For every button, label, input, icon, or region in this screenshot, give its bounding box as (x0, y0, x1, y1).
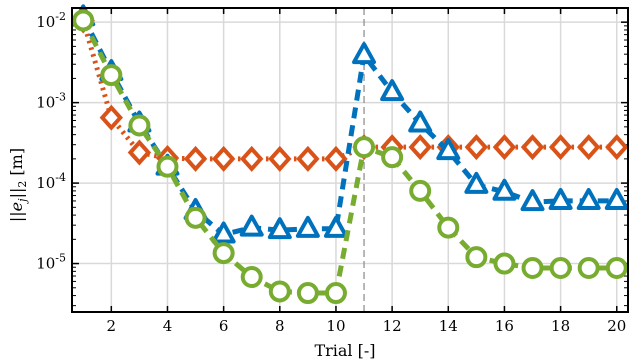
y-axis-label-norm-open: || (7, 211, 26, 222)
data-point-diamond (127, 139, 152, 166)
y-tick-mantissa: 10 (36, 174, 55, 192)
x-tick-label: 6 (219, 317, 229, 335)
x-tick-label: 4 (163, 317, 173, 335)
data-point-circle (465, 246, 488, 269)
data-point-circle (324, 282, 347, 305)
y-tick-mantissa: 10 (36, 13, 55, 31)
data-point-circle (577, 257, 600, 280)
data-point-circle (212, 242, 235, 265)
data-point-circle (521, 257, 544, 280)
y-axis-label-sub: 2 (16, 181, 29, 188)
data-point-diamond (576, 134, 601, 161)
data-point-diamond (99, 104, 124, 131)
data-point-diamond (296, 145, 320, 172)
data-point-diamond (240, 145, 264, 172)
data-point-circle (296, 282, 319, 305)
x-tick-label: 2 (107, 317, 117, 335)
x-axis-label: Trial [-] (314, 341, 375, 360)
series-layer (71, 4, 629, 305)
data-point-triangle (211, 221, 236, 244)
data-point-circle (493, 252, 516, 275)
y-tick-label: 10-3 (36, 91, 66, 112)
data-point-diamond (408, 134, 432, 161)
data-point-triangle (408, 110, 433, 133)
y-tick-label: 10-4 (36, 171, 66, 192)
data-point-circle (100, 64, 123, 87)
x-tick-label: 8 (275, 317, 285, 335)
data-point-triangle (492, 178, 517, 201)
data-point-circle (549, 257, 572, 280)
y-tick-exponent: -5 (55, 252, 66, 265)
data-point-circle (437, 216, 460, 239)
y-axis-label-j: j (16, 198, 29, 205)
data-point-circle (353, 136, 376, 159)
data-point-triangle (239, 214, 264, 237)
data-point-triangle (323, 215, 348, 238)
data-point-diamond (548, 134, 573, 161)
y-axis-label: ||ej||2 [m] (7, 148, 29, 222)
data-point-diamond (492, 134, 517, 161)
y-tick-mantissa: 10 (36, 255, 55, 273)
data-point-circle (240, 266, 263, 289)
data-point-triangle (352, 42, 377, 65)
y-tick-label: 10-5 (36, 252, 66, 273)
y-axis-label-unit: [m] (7, 148, 26, 181)
data-point-circle (409, 179, 432, 202)
x-tick-label: 12 (383, 317, 402, 335)
data-point-triangle (520, 189, 545, 212)
y-tick-mantissa: 10 (36, 94, 55, 112)
x-tick-label: 20 (607, 317, 626, 335)
data-point-diamond (268, 145, 292, 172)
data-point-circle (128, 114, 151, 137)
y-axis-label-norm-close: || (7, 188, 26, 199)
x-tick-label: 18 (551, 317, 570, 335)
data-point-diamond (464, 134, 489, 161)
y-tick-label: 10-2 (36, 10, 66, 31)
y-tick-exponent: -3 (55, 91, 66, 104)
x-tick-label: 14 (439, 317, 458, 335)
data-point-triangle (267, 217, 292, 240)
plot-frame (71, 7, 629, 313)
data-point-circle (184, 206, 207, 229)
data-point-circle (605, 257, 628, 280)
data-point-triangle (604, 187, 629, 210)
x-tick-label: 16 (495, 317, 514, 335)
data-point-triangle (464, 171, 489, 194)
data-point-diamond (520, 134, 545, 161)
data-point-triangle (436, 138, 461, 161)
data-point-triangle (576, 187, 601, 210)
y-axis-label-e: e (7, 202, 26, 211)
data-point-circle (268, 280, 291, 303)
data-point-triangle (380, 79, 405, 102)
data-point-diamond (183, 145, 208, 172)
series-circle-2 (72, 9, 628, 305)
y-tick-exponent: -4 (55, 171, 66, 184)
x-tick-label: 10 (326, 317, 345, 335)
y-tick-exponent: -2 (55, 10, 66, 23)
data-point-triangle (295, 215, 320, 238)
data-point-diamond (324, 145, 348, 172)
data-point-diamond (605, 134, 629, 161)
data-point-circle (72, 9, 95, 32)
data-point-circle (381, 146, 404, 169)
data-point-diamond (211, 145, 236, 172)
data-point-circle (156, 155, 179, 178)
data-point-triangle (548, 187, 573, 210)
